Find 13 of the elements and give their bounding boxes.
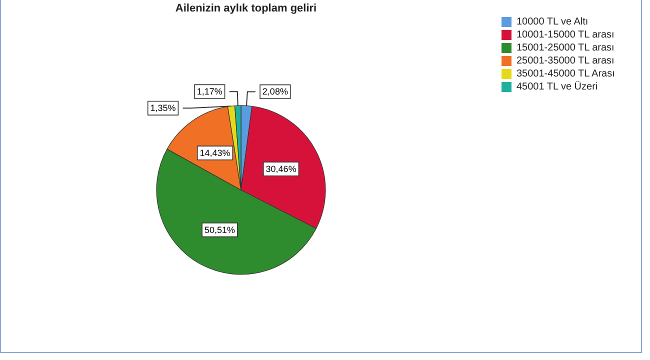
data-label: 1,35% xyxy=(150,103,176,114)
data-label: 50,51% xyxy=(204,224,235,235)
legend-label: 35001-45000 TL Arası xyxy=(516,68,615,80)
data-label: 30,46% xyxy=(266,164,296,174)
legend-label: 45001 TL ve Üzeri xyxy=(516,80,598,92)
data-label: 1,17% xyxy=(196,86,222,97)
legend-label: 10000 TL ve Altı xyxy=(516,16,588,28)
chart-title: Ailenizin aylık toplam geliri xyxy=(175,2,317,14)
legend-label: 10001-15000 TL arası xyxy=(516,30,614,40)
data-label: 2,08% xyxy=(262,86,288,97)
data-label: 14,43% xyxy=(200,148,230,158)
legend-label: 25001-35000 TL arası xyxy=(516,56,614,66)
legend-label: 15001-25000 TL arası xyxy=(516,42,614,54)
